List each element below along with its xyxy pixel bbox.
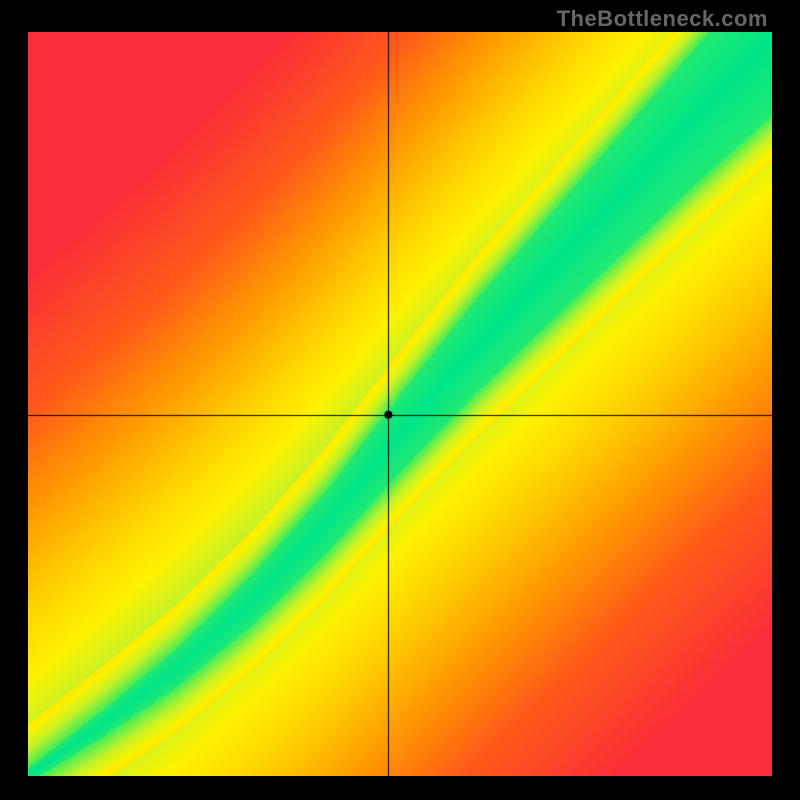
watermark-label: TheBottleneck.com [557, 6, 768, 32]
bottleneck-heatmap [28, 32, 772, 776]
